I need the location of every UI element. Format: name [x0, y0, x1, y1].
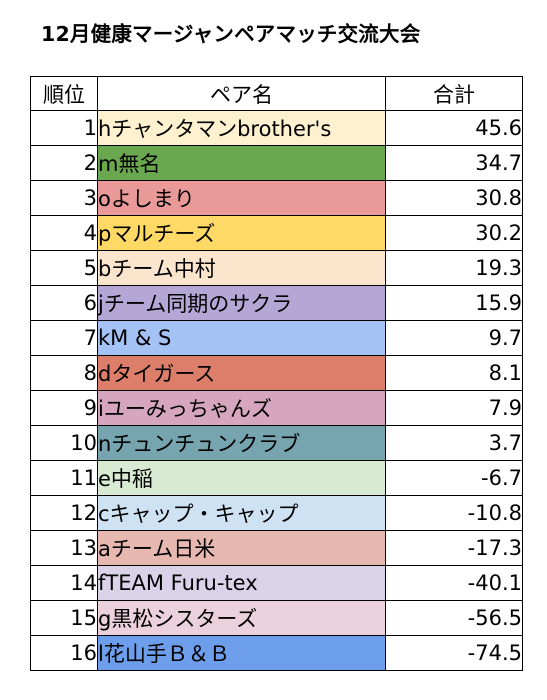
total-cell: 30.2 — [385, 215, 523, 251]
pair-name-cell: fTEAM Furu-tex — [97, 565, 386, 601]
total-cell: 19.3 — [385, 250, 523, 286]
pair-name-cell: dタイガース — [97, 355, 386, 391]
rank-cell: 10 — [30, 425, 98, 461]
pair-name-cell: m無名 — [97, 145, 386, 181]
rank-cell: 14 — [30, 565, 98, 601]
pair-name-cell: l花山手Ｂ＆Ｂ — [97, 635, 386, 671]
table-row: 10 nチュンチュンクラブ 3.7 — [30, 425, 523, 461]
total-cell: 3.7 — [385, 425, 523, 461]
total-cell: 15.9 — [385, 285, 523, 321]
table-row: 12 cキャップ・キャップ -10.8 — [30, 495, 523, 531]
total-cell: 34.7 — [385, 145, 523, 181]
table-row: 14 fTEAM Furu-tex -40.1 — [30, 565, 523, 601]
total-cell: 8.1 — [385, 355, 523, 391]
total-cell: 45.6 — [385, 110, 523, 146]
rank-cell: 8 — [30, 355, 98, 391]
rank-cell: 12 — [30, 495, 98, 531]
total-cell: 7.9 — [385, 390, 523, 426]
pair-name-cell: g黒松シスターズ — [97, 600, 386, 636]
rank-cell: 4 — [30, 215, 98, 251]
table-row: 5 bチーム中村 19.3 — [30, 250, 523, 286]
table-row: 9 iユーみっちゃんズ 7.9 — [30, 390, 523, 426]
total-cell: 9.7 — [385, 320, 523, 356]
total-cell: -10.8 — [385, 495, 523, 531]
table-row: 15 g黒松シスターズ -56.5 — [30, 600, 523, 636]
table-row: 13 aチーム日米 -17.3 — [30, 530, 523, 566]
table-row: 3 oよしまり 30.8 — [30, 180, 523, 216]
rank-cell: 1 — [30, 110, 98, 146]
total-cell: -17.3 — [385, 530, 523, 566]
rank-cell: 9 — [30, 390, 98, 426]
total-cell: -40.1 — [385, 565, 523, 601]
rank-cell: 16 — [30, 635, 98, 671]
total-cell: 30.8 — [385, 180, 523, 216]
header-total: 合計 — [385, 76, 523, 111]
pair-name-cell: jチーム同期のサクラ — [97, 285, 386, 321]
total-cell: -6.7 — [385, 460, 523, 496]
rank-cell: 11 — [30, 460, 98, 496]
page-title: 12月健康マージャンペアマッチ交流大会 — [41, 22, 421, 46]
total-cell: -56.5 — [385, 600, 523, 636]
rank-cell: 15 — [30, 600, 98, 636]
table-row: 4 pマルチーズ 30.2 — [30, 215, 523, 251]
ranking-table: 順位 ペア名 合計 1 hチャンタマンbrother's 45.6 2 m無名 34.7 3… — [30, 76, 523, 671]
pair-name-cell: aチーム日米 — [97, 530, 386, 566]
rank-cell: 6 — [30, 285, 98, 321]
table-header-row: 順位 ペア名 合計 — [30, 76, 523, 111]
pair-name-cell: e中稲 — [97, 460, 386, 496]
pair-name-cell: oよしまり — [97, 180, 386, 216]
table-row: 11 e中稲 -6.7 — [30, 460, 523, 496]
pair-name-cell: nチュンチュンクラブ — [97, 425, 386, 461]
rank-cell: 5 — [30, 250, 98, 286]
rank-cell: 2 — [30, 145, 98, 181]
pair-name-cell: cキャップ・キャップ — [97, 495, 386, 531]
pair-name-cell: bチーム中村 — [97, 250, 386, 286]
table-row: 6 jチーム同期のサクラ 15.9 — [30, 285, 523, 321]
table-row: 16 l花山手Ｂ＆Ｂ -74.5 — [30, 635, 523, 671]
header-rank: 順位 — [30, 76, 98, 111]
rank-cell: 7 — [30, 320, 98, 356]
rank-cell: 3 — [30, 180, 98, 216]
table-row: 2 m無名 34.7 — [30, 145, 523, 181]
table-row: 7 kM & S 9.7 — [30, 320, 523, 356]
total-cell: -74.5 — [385, 635, 523, 671]
pair-name-cell: hチャンタマンbrother's — [97, 110, 386, 146]
pair-name-cell: iユーみっちゃんズ — [97, 390, 386, 426]
table-row: 8 dタイガース 8.1 — [30, 355, 523, 391]
table-row: 1 hチャンタマンbrother's 45.6 — [30, 110, 523, 146]
rank-cell: 13 — [30, 530, 98, 566]
header-pair-name: ペア名 — [97, 76, 386, 111]
pair-name-cell: kM & S — [97, 320, 386, 356]
pair-name-cell: pマルチーズ — [97, 215, 386, 251]
